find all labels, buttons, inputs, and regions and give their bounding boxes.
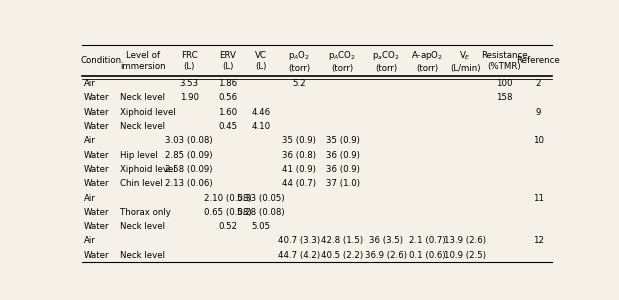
Text: 0.45: 0.45: [218, 122, 237, 131]
Text: Condition: Condition: [80, 56, 121, 65]
Text: 1.86: 1.86: [218, 79, 237, 88]
Text: 4.10: 4.10: [251, 122, 271, 131]
Text: Water: Water: [84, 179, 110, 188]
Text: Water: Water: [84, 93, 110, 102]
Text: 3.53: 3.53: [180, 79, 199, 88]
Text: A-apO$_2$
(torr): A-apO$_2$ (torr): [411, 49, 443, 73]
Text: Air: Air: [84, 194, 96, 202]
Text: Water: Water: [84, 122, 110, 131]
Text: 44 (0.7): 44 (0.7): [282, 179, 316, 188]
Text: 3.03 (0.08): 3.03 (0.08): [165, 136, 213, 145]
Text: 2.1 (0.7): 2.1 (0.7): [409, 236, 445, 245]
Text: Air: Air: [84, 236, 96, 245]
Text: 158: 158: [496, 93, 513, 102]
Text: Water: Water: [84, 165, 110, 174]
Text: 2: 2: [535, 79, 541, 88]
Text: 36 (0.9): 36 (0.9): [326, 151, 360, 160]
Text: 36 (0.8): 36 (0.8): [282, 151, 316, 160]
Text: Neck level: Neck level: [120, 93, 165, 102]
Text: Resistance
(%TMR): Resistance (%TMR): [481, 51, 527, 71]
Text: 35 (0.9): 35 (0.9): [326, 136, 360, 145]
Text: VC
(L): VC (L): [255, 51, 267, 71]
Text: Water: Water: [84, 108, 110, 117]
Text: p$_A$O$_2$
(torr): p$_A$O$_2$ (torr): [288, 49, 310, 73]
Text: 5.33 (0.05): 5.33 (0.05): [237, 194, 285, 202]
Text: 40.5 (2.2): 40.5 (2.2): [321, 251, 363, 260]
Text: Hip level: Hip level: [120, 151, 158, 160]
Text: 10: 10: [533, 136, 543, 145]
Text: 5.05: 5.05: [251, 222, 271, 231]
Text: Neck level: Neck level: [120, 222, 165, 231]
Text: 42.8 (1.5): 42.8 (1.5): [321, 236, 363, 245]
Text: 36 (3.5): 36 (3.5): [369, 236, 403, 245]
Text: 13.9 (2.6): 13.9 (2.6): [444, 236, 486, 245]
Text: Air: Air: [84, 79, 96, 88]
Text: 0.56: 0.56: [218, 93, 237, 102]
Text: 2.58 (0.09): 2.58 (0.09): [165, 165, 213, 174]
Text: ERV
(L): ERV (L): [219, 51, 236, 71]
Text: 2.85 (0.09): 2.85 (0.09): [165, 151, 213, 160]
Text: Reference: Reference: [516, 56, 560, 65]
Text: Neck level: Neck level: [120, 251, 165, 260]
Text: Air: Air: [84, 136, 96, 145]
Text: p$_A$CO$_2$
(torr): p$_A$CO$_2$ (torr): [329, 49, 357, 73]
Text: 36 (0.9): 36 (0.9): [326, 165, 360, 174]
Text: 2.13 (0.06): 2.13 (0.06): [165, 179, 213, 188]
Text: 11: 11: [533, 194, 543, 202]
Text: 44.7 (4.2): 44.7 (4.2): [278, 251, 320, 260]
Text: 41 (0.9): 41 (0.9): [282, 165, 316, 174]
Text: Water: Water: [84, 208, 110, 217]
Text: Water: Water: [84, 151, 110, 160]
Text: 0.52: 0.52: [218, 222, 237, 231]
Text: 1.60: 1.60: [218, 108, 237, 117]
Text: V$_E$
(L/min): V$_E$ (L/min): [450, 49, 480, 73]
Text: 37 (1.0): 37 (1.0): [326, 179, 360, 188]
Text: 4.46: 4.46: [251, 108, 271, 117]
Text: 0.1 (0.6): 0.1 (0.6): [409, 251, 445, 260]
Text: 9: 9: [535, 108, 541, 117]
Text: Xiphoid level: Xiphoid level: [120, 165, 176, 174]
Text: FRC
(L): FRC (L): [181, 51, 197, 71]
Text: 1.90: 1.90: [180, 93, 199, 102]
Text: 5.2: 5.2: [292, 79, 306, 88]
Text: Neck level: Neck level: [120, 122, 165, 131]
Text: p$_a$CO$_2$
(torr): p$_a$CO$_2$ (torr): [372, 49, 400, 73]
Text: Thorax only: Thorax only: [120, 208, 171, 217]
Text: 36.9 (2.6): 36.9 (2.6): [365, 251, 407, 260]
Text: 35 (0.9): 35 (0.9): [282, 136, 316, 145]
Text: Water: Water: [84, 222, 110, 231]
Text: Water: Water: [84, 251, 110, 260]
Text: 2.10 (0.08): 2.10 (0.08): [204, 194, 251, 202]
Text: Chin level: Chin level: [120, 179, 163, 188]
Text: 10.9 (2.5): 10.9 (2.5): [444, 251, 486, 260]
Text: 100: 100: [496, 79, 513, 88]
Text: 5.28 (0.08): 5.28 (0.08): [237, 208, 285, 217]
Text: Level of
immersion: Level of immersion: [121, 51, 166, 71]
Text: 12: 12: [533, 236, 543, 245]
Text: 0.65 (0.08): 0.65 (0.08): [204, 208, 251, 217]
Text: 40.7 (3.3): 40.7 (3.3): [278, 236, 320, 245]
Text: Xiphoid level: Xiphoid level: [120, 108, 176, 117]
